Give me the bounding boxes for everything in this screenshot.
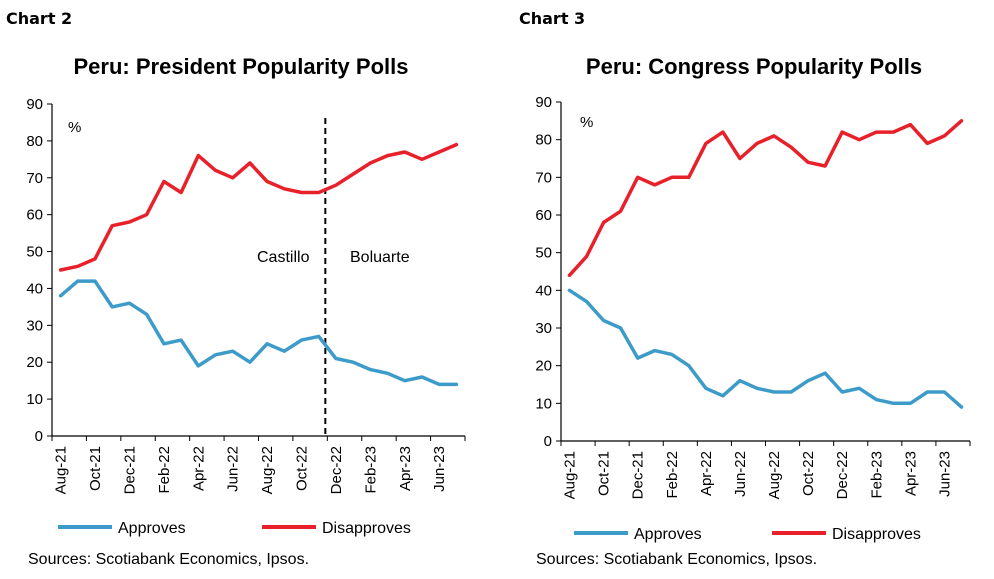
x-tick-label: Aug-21 [562,451,579,499]
legend-label-approves: Approves [118,520,186,537]
x-tick-label: Oct-21 [596,451,613,496]
y-tick-label: 10 [535,395,552,412]
x-tick-label: Oct-22 [294,446,311,491]
y-tick-label: 0 [35,428,43,445]
y-unit-label: % [580,114,593,131]
x-tick-label: Oct-21 [87,446,104,491]
chart-number-label: Chart 2 [6,9,72,28]
series-line-disapproves [567,119,964,278]
x-tick-label: Feb-23 [868,451,885,499]
series-line-disapproves [58,142,459,272]
source-note: Sources: Scotiabank Economics, Ipsos. [536,551,817,568]
castillo-annotation: Castillo [257,249,310,266]
x-tick-label: Dec-21 [121,446,138,494]
x-tick-label: Dec-22 [328,446,345,494]
x-tick-label: Jun-23 [431,446,448,492]
y-tick-label: 70 [26,170,43,187]
chart-title: Peru: President Popularity Polls [74,54,409,79]
series-lines [58,142,459,387]
legend-label-approves: Approves [634,526,702,543]
legend: Approves Disapproves [58,520,411,537]
chart-number-label: Chart 3 [519,9,585,28]
x-tick-label: Jun-22 [225,446,242,492]
x-tick-label: Dec-21 [630,451,647,499]
y-tick-label: 60 [26,207,43,224]
series-line-approves [567,288,964,409]
x-tick-label: Feb-23 [362,446,379,494]
y-tick-label: 80 [535,132,552,149]
x-tick-label: Feb-22 [156,446,173,494]
x-tick-label: Oct-22 [800,451,817,496]
y-tick-label: 80 [26,133,43,150]
source-note: Sources: Scotiabank Economics, Ipsos. [28,551,309,568]
y-tick-label: 70 [535,169,552,186]
legend-label-disapproves: Disapproves [322,520,411,537]
y-tick-label: 0 [544,433,552,450]
x-tick-label: Aug-22 [766,451,783,499]
legend-label-disapproves: Disapproves [832,526,921,543]
chart-3-panel: Chart 3 Peru: Congress Popularity Polls … [519,9,971,568]
x-tick-label: Aug-21 [53,446,70,494]
y-tick-label: 20 [26,354,43,371]
y-tick-label: 40 [535,282,552,299]
axes [556,101,971,446]
y-tick-label: 90 [535,94,552,111]
x-tick-label: Apr-23 [902,451,919,496]
y-tick-label: 20 [535,358,552,375]
x-tick-label: Dec-22 [834,451,851,499]
axes [47,103,466,441]
chart-2-panel: Chart 2 Peru: President Popularity Polls… [6,9,466,568]
x-tick-label: Apr-23 [397,446,414,491]
legend: Approves Disapproves [574,526,921,543]
y-tick-label: 40 [26,280,43,297]
chart-title: Peru: Congress Popularity Polls [586,54,922,79]
x-tick-label: Apr-22 [190,446,207,491]
y-tick-label: 50 [26,244,43,261]
boluarte-annotation: Boluarte [350,249,410,266]
x-tick-label: Apr-22 [698,451,715,496]
y-tick-labels: 0 10 20 30 40 50 60 70 80 90 [26,96,43,445]
x-tick-labels: Aug-21 Oct-21 Dec-21 Feb-22 Apr-22 Jun-22 Aug-… [562,451,954,499]
x-tick-label: Jun-23 [936,451,953,497]
y-tick-label: 30 [26,317,43,334]
y-tick-label: 60 [535,207,552,224]
x-tick-label: Aug-22 [259,446,276,494]
y-tick-label: 30 [535,320,552,337]
x-tick-labels: Aug-21 Oct-21 Dec-21 Feb-22 Apr-22 Jun-22 Aug-… [53,446,449,494]
x-tick-label: Jun-22 [732,451,749,497]
y-tick-label: 10 [26,391,43,408]
y-unit-label: % [68,119,81,136]
series-lines [567,119,964,409]
y-tick-label: 90 [26,96,43,113]
series-line-approves [58,279,459,387]
y-tick-labels: 0 10 20 30 40 50 60 70 80 90 [535,94,552,450]
x-tick-label: Feb-22 [664,451,681,499]
y-tick-label: 50 [535,245,552,262]
